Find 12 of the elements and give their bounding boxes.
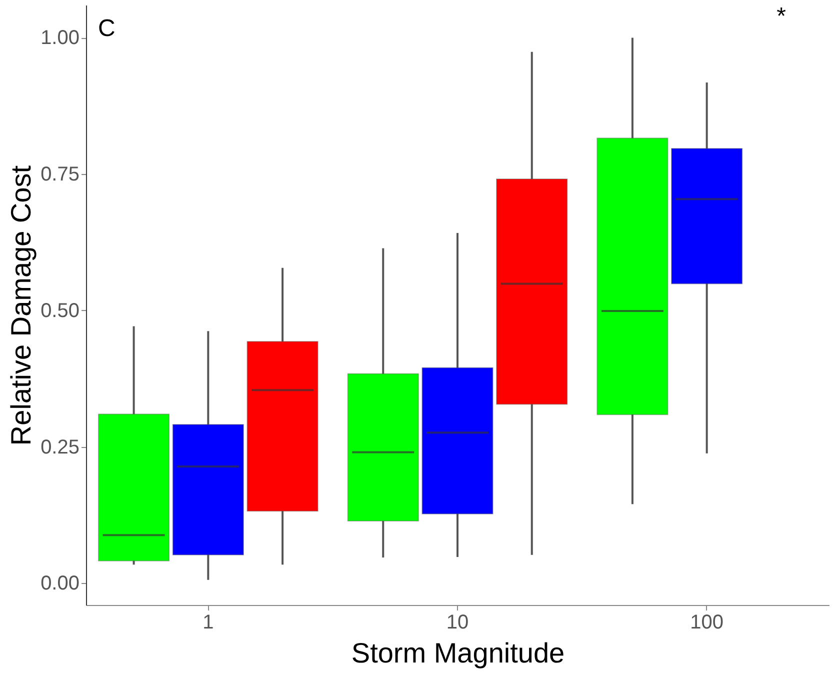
x-axis-title: Storm Magnitude <box>351 638 565 668</box>
y-tick-label: 0.50 <box>40 300 80 322</box>
annotation: * <box>776 3 786 30</box>
y-axis-title: Relative Damage Cost <box>6 165 37 446</box>
annotation: C <box>98 15 116 42</box>
x-tick-label: 100 <box>690 612 724 634</box>
x-tick-label: 10 <box>446 612 469 634</box>
x-tick-label: 1 <box>202 612 214 634</box>
y-tick-label: 0.75 <box>40 164 80 186</box>
y-tick-label: 1.00 <box>40 27 80 50</box>
y-tick-label: 0.25 <box>40 436 80 458</box>
y-tick-label: 0.00 <box>40 572 80 595</box>
